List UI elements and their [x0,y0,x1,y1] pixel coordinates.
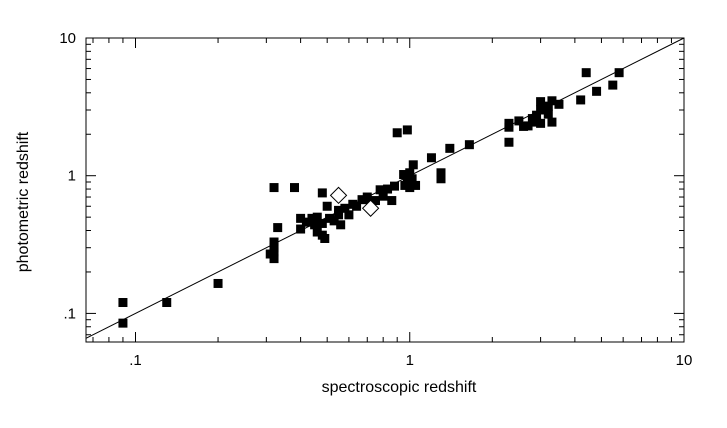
data-point-square [436,168,446,178]
data-point-square [405,168,415,178]
data-point-square [383,184,393,194]
data-point-square [504,122,514,132]
data-point-square [329,216,339,226]
data-point-square [312,227,322,237]
data-point-square [357,195,367,205]
data-point-square [402,125,412,135]
data-point-diamond [329,186,348,205]
data-point-square [118,298,128,308]
data-point-square [213,278,223,288]
data-point-square [532,110,542,120]
data-point-square [325,213,335,223]
y-tick-label: 10 [59,30,76,47]
data-point-square [536,118,546,128]
data-point-square [317,218,327,228]
data-point-square [554,99,564,109]
data-point-square [340,203,350,213]
data-point-square [370,196,380,206]
data-point-square [336,220,346,230]
data-point-square [296,224,306,234]
tick-marks [86,38,684,342]
data-point-square [392,128,402,138]
data-point-square [405,183,415,193]
data-point-square [344,210,354,220]
data-point-square [310,220,320,230]
data-point-square [387,196,397,206]
data-point-square [445,143,455,153]
data-point-square [320,233,330,243]
data-point-square [375,185,385,195]
data-point-square [543,109,553,119]
data-point-diamond [361,199,380,217]
data-point-square [269,247,279,257]
data-point-square [273,223,283,233]
data-point-square [411,180,421,190]
data-point-square [426,153,436,163]
plot-frame [85,37,685,343]
data-point-square [301,217,311,227]
data-point-square [407,174,417,184]
x-tick-label: .1 [129,352,142,369]
data-point-square [536,97,546,107]
data-point-square [352,201,362,211]
data-point-square [608,80,618,90]
data-point-square [408,160,418,170]
y-tick-label: 1 [68,168,76,185]
data-point-square [317,188,327,198]
data-point-square [322,201,332,211]
data-point-square [296,213,306,223]
tick-labels: .1 1 10 .1 1 10 [59,30,692,369]
data-point-square [399,170,409,180]
x-tick-label: 1 [406,352,414,369]
data-point-square [269,237,279,247]
x-axis-label: spectroscopic redshift [322,379,477,396]
data-point-square [614,68,624,78]
data-point-square [289,183,299,193]
data-point-square [307,213,317,223]
data-point-square [464,140,474,150]
data-point-square [378,191,388,201]
data-point-square [547,117,557,127]
data-point-square [162,298,172,308]
data-point-square [543,101,553,111]
data-point-square [312,212,322,222]
y-tick-label: .1 [63,305,76,322]
data-point-square [576,95,586,105]
data-points [118,68,624,328]
data-point-square [536,105,546,115]
data-point-square [334,210,344,220]
data-point-square [592,86,602,96]
data-point-square [269,254,279,264]
x-tick-label: 10 [676,352,693,369]
data-point-square [581,68,591,78]
y-axis-label: photometric redshift [15,131,32,272]
data-point-square [118,318,128,328]
data-point-square [523,121,533,131]
data-point-square [269,183,279,193]
data-point-square [504,137,514,147]
data-point-square [547,96,557,106]
data-point-square [436,174,446,184]
data-point-square [400,180,410,190]
data-point-square [514,116,524,126]
data-point-square [390,181,400,191]
data-point-square [362,192,372,202]
